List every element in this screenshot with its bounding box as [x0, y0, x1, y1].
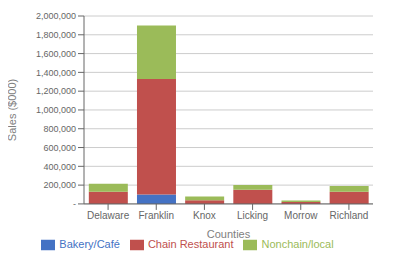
svg-text:1,800,000: 1,800,000: [36, 30, 76, 40]
svg-text:Counties: Counties: [207, 228, 251, 240]
svg-text:800,000: 800,000: [43, 124, 76, 134]
svg-text:Franklin: Franklin: [138, 210, 174, 221]
svg-text:1,400,000: 1,400,000: [36, 68, 76, 78]
svg-text:400,000: 400,000: [43, 162, 76, 172]
svg-text:Morrow: Morrow: [284, 210, 318, 221]
svg-text:2,000,000: 2,000,000: [36, 11, 76, 21]
html-text:Nonchain/local: Nonchain/local: [261, 237, 334, 250]
svg-text:Richland: Richland: [329, 210, 368, 221]
svg-text:600,000: 600,000: [43, 143, 76, 153]
svg-text:1,600,000: 1,600,000: [36, 49, 76, 59]
svg-text:Licking: Licking: [237, 210, 268, 221]
html-text:Bakery/Café: Bakery/Café: [59, 237, 120, 250]
svg-text:Delaware: Delaware: [87, 210, 130, 221]
svg-text:Knox: Knox: [193, 210, 216, 221]
svg-text:1,200,000: 1,200,000: [36, 86, 76, 96]
svg-text:1,000,000: 1,000,000: [36, 105, 76, 115]
svg-text:200,000: 200,000: [43, 180, 76, 190]
html-text:Chain Restaurant: Chain Restaurant: [147, 237, 234, 250]
svg-text:-: -: [73, 199, 76, 209]
svg-text:Sales ($000): Sales ($000): [8, 79, 18, 141]
